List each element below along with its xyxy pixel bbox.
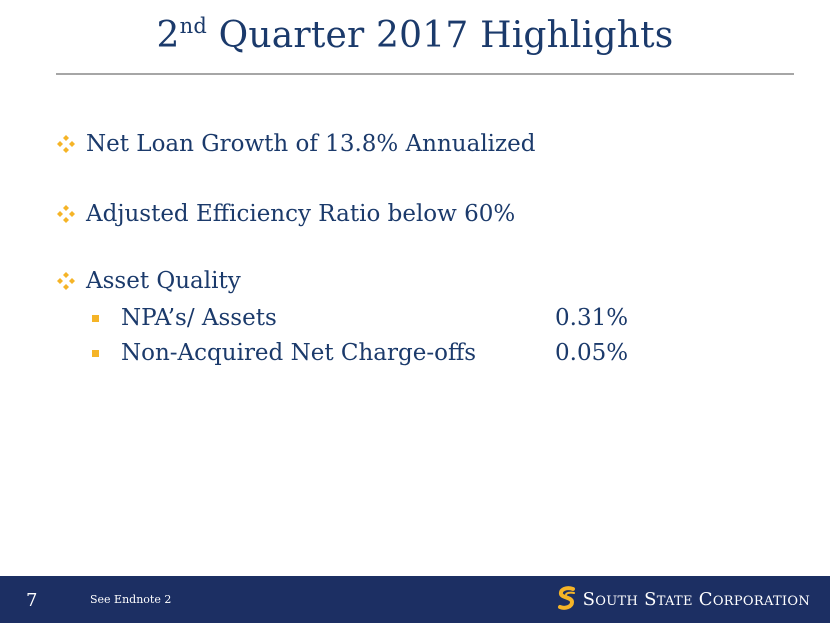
sub-bullet-label: Non-Acquired Net Charge-offs bbox=[121, 340, 477, 366]
bullet-efficiency-ratio: Adjusted Efficiency Ratio below 60% bbox=[56, 201, 515, 227]
four-diamond-icon bbox=[57, 135, 75, 153]
footer-bar: 7 See Endnote 2 South State Corporation bbox=[0, 576, 830, 623]
title-prefix: 2 bbox=[156, 15, 180, 56]
square-bullet-icon bbox=[92, 314, 99, 322]
page-number: 7 bbox=[26, 590, 38, 611]
endnote-reference: See Endnote 2 bbox=[90, 593, 172, 606]
square-bullet-icon bbox=[92, 349, 99, 357]
bullet-text: Adjusted Efficiency Ratio below 60% bbox=[86, 201, 516, 227]
sub-bullet-npa-assets: NPA’s/ Assets bbox=[92, 305, 277, 331]
title-divider bbox=[56, 73, 794, 75]
four-diamond-icon bbox=[57, 205, 75, 223]
slide-title: 2nd Quarter 2017 Highlights bbox=[0, 14, 830, 56]
company-logo: South State Corporation bbox=[557, 585, 810, 613]
sub-bullet-net-charge-offs: Non-Acquired Net Charge-offs bbox=[92, 340, 476, 366]
net-charge-offs-value: 0.05% bbox=[555, 340, 629, 366]
bullet-text: Net Loan Growth of 13.8% Annualized bbox=[86, 131, 536, 157]
npa-assets-value: 0.31% bbox=[555, 305, 629, 331]
bullet-text: Asset Quality bbox=[86, 268, 241, 294]
title-rest: Quarter 2017 Highlights bbox=[207, 15, 674, 56]
logo-wordmark: South State Corporation bbox=[582, 588, 810, 610]
title-superscript: nd bbox=[179, 14, 208, 38]
four-diamond-icon bbox=[57, 272, 75, 290]
south-state-s-logo-icon bbox=[557, 586, 575, 610]
bullet-asset-quality: Asset Quality bbox=[56, 268, 241, 294]
sub-bullet-label: NPA’s/ Assets bbox=[121, 305, 277, 331]
bullet-net-loan-growth: Net Loan Growth of 13.8% Annualized bbox=[56, 131, 536, 157]
